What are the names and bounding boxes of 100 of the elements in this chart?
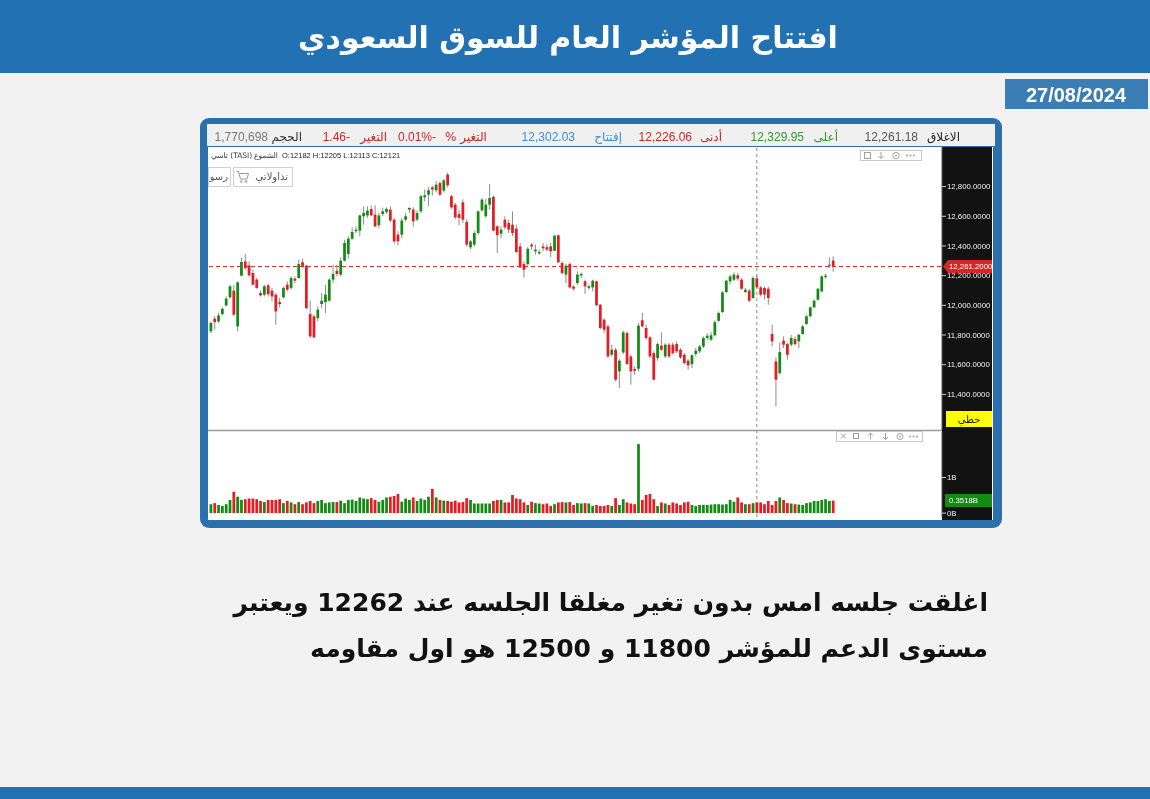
bar bbox=[343, 503, 346, 514]
bar bbox=[423, 499, 427, 514]
bar bbox=[621, 499, 625, 514]
bar bbox=[362, 498, 365, 514]
bar bbox=[682, 502, 686, 514]
bar bbox=[595, 504, 598, 514]
bar bbox=[549, 505, 553, 514]
bar bbox=[640, 499, 644, 514]
candlestick bbox=[598, 303, 602, 330]
bar bbox=[656, 505, 659, 514]
bar bbox=[591, 505, 595, 514]
bar bbox=[392, 496, 396, 514]
bar bbox=[488, 503, 491, 514]
text: اغلقت جلسه امس بدون تغير مغلقا الجلسه عند 12262 ويعتبر bbox=[231, 588, 988, 618]
bar bbox=[534, 503, 537, 514]
bar bbox=[327, 502, 331, 514]
bar bbox=[518, 499, 522, 514]
bar bbox=[453, 500, 457, 514]
bar bbox=[824, 499, 827, 514]
bar bbox=[675, 503, 679, 514]
bar bbox=[224, 504, 228, 514]
bar bbox=[427, 496, 430, 514]
candlestick bbox=[339, 256, 343, 277]
bar bbox=[629, 503, 633, 514]
bar bbox=[282, 503, 285, 514]
bar bbox=[465, 498, 469, 514]
bar bbox=[446, 501, 449, 514]
bar bbox=[637, 444, 640, 514]
annotation: تداولاتي bbox=[255, 171, 289, 183]
bar bbox=[610, 505, 614, 514]
bar bbox=[576, 503, 579, 514]
text: 0.01%- bbox=[397, 130, 436, 144]
bar bbox=[217, 504, 220, 514]
bar bbox=[526, 504, 530, 514]
bar bbox=[304, 502, 308, 514]
bar bbox=[797, 504, 801, 514]
candlestick bbox=[484, 198, 488, 219]
bar bbox=[346, 499, 350, 514]
bar bbox=[820, 499, 824, 514]
bar bbox=[782, 499, 785, 514]
bar bbox=[766, 501, 770, 514]
text: التغير % bbox=[445, 130, 487, 145]
bar bbox=[213, 503, 217, 514]
bar bbox=[511, 494, 514, 514]
bar bbox=[759, 502, 763, 514]
bar bbox=[747, 504, 751, 514]
bar bbox=[339, 500, 343, 514]
bar bbox=[514, 498, 518, 514]
candlestick bbox=[427, 186, 430, 207]
bar bbox=[301, 504, 304, 514]
bar bbox=[786, 503, 789, 514]
bar bbox=[308, 501, 312, 514]
candlestick bbox=[618, 358, 621, 389]
bar bbox=[537, 503, 541, 514]
bar bbox=[808, 502, 812, 514]
bar bbox=[388, 496, 392, 514]
bar bbox=[450, 501, 453, 514]
candlestick bbox=[721, 290, 724, 314]
bar bbox=[560, 502, 564, 514]
bar bbox=[400, 501, 404, 514]
bar bbox=[266, 499, 270, 514]
bar bbox=[598, 505, 602, 514]
candlestick bbox=[274, 292, 278, 326]
text: 1.46- bbox=[322, 130, 350, 144]
candlestick bbox=[308, 300, 312, 339]
bar bbox=[721, 504, 724, 514]
bar bbox=[579, 503, 583, 514]
bar bbox=[713, 504, 717, 514]
text: إفتتاح bbox=[594, 130, 622, 144]
bar bbox=[545, 503, 549, 514]
bar bbox=[369, 498, 373, 514]
bar bbox=[243, 499, 247, 514]
bar bbox=[671, 502, 675, 514]
bar bbox=[663, 503, 667, 514]
bar bbox=[633, 504, 637, 514]
bar bbox=[255, 499, 259, 514]
text: التغير bbox=[359, 130, 387, 145]
bar bbox=[472, 503, 476, 514]
bar bbox=[614, 498, 617, 514]
candlestick bbox=[324, 284, 327, 314]
text: مستوى الدعم للمؤشر 11800 و 12500 هو اول مقاومه bbox=[310, 634, 988, 664]
candlestick bbox=[660, 331, 663, 352]
bar bbox=[553, 504, 556, 514]
bar bbox=[262, 502, 266, 514]
bar bbox=[259, 501, 262, 514]
bar bbox=[724, 504, 728, 514]
bar bbox=[320, 499, 323, 514]
bar bbox=[366, 499, 369, 514]
bar bbox=[644, 494, 648, 514]
bar bbox=[236, 496, 240, 514]
candlestick bbox=[828, 256, 831, 269]
bar bbox=[434, 497, 438, 514]
bar bbox=[789, 503, 793, 514]
bar bbox=[324, 503, 327, 514]
bar bbox=[381, 499, 385, 514]
candlestick bbox=[656, 341, 659, 362]
bar bbox=[744, 504, 747, 514]
annotation: رسو bbox=[208, 171, 229, 182]
bar bbox=[316, 501, 320, 514]
text: أعلى bbox=[813, 129, 838, 144]
